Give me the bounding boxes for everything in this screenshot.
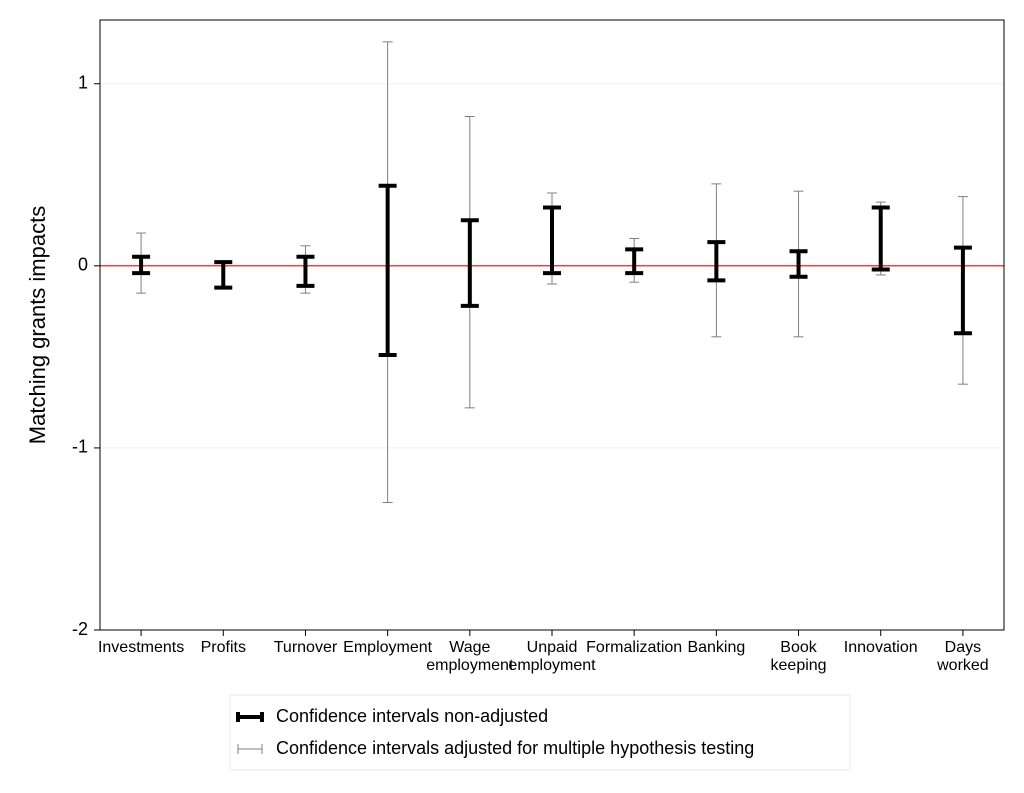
x-tick-label: Formalization bbox=[586, 639, 682, 656]
x-tick-label: Wage bbox=[449, 639, 490, 656]
y-tick-label: 1 bbox=[78, 72, 88, 92]
x-tick-label: keeping bbox=[771, 657, 827, 674]
x-tick-label: employment bbox=[426, 657, 514, 674]
x-tick-label: Profits bbox=[201, 639, 246, 656]
legend-label: Confidence intervals adjusted for multip… bbox=[276, 738, 754, 758]
x-tick-label: Employment bbox=[343, 639, 432, 656]
y-axis-label: Matching grants impacts bbox=[25, 206, 50, 444]
x-tick-label: Innovation bbox=[844, 639, 918, 656]
x-tick-label: Days bbox=[945, 639, 981, 656]
x-tick-label: worked bbox=[936, 657, 989, 674]
plot-border bbox=[100, 20, 1004, 630]
y-tick-label: -2 bbox=[72, 619, 88, 639]
x-tick-label: Unpaid bbox=[527, 639, 578, 656]
x-tick-label: Turnover bbox=[274, 639, 338, 656]
chart-container: -2 -1 0 1 Matching grants impacts Investments… bbox=[0, 0, 1024, 793]
errorbar-chart: -2 -1 0 1 Matching grants impacts Investments… bbox=[0, 0, 1024, 793]
y-tick-label: -1 bbox=[72, 437, 88, 457]
y-tick-label: 0 bbox=[78, 255, 88, 275]
x-tick-label: Book bbox=[780, 639, 817, 656]
x-tick-label: Banking bbox=[687, 639, 745, 656]
x-tick-label: Investments bbox=[98, 639, 184, 656]
legend-label: Confidence intervals non-adjusted bbox=[276, 706, 548, 726]
x-tick-label: employment bbox=[508, 657, 596, 674]
